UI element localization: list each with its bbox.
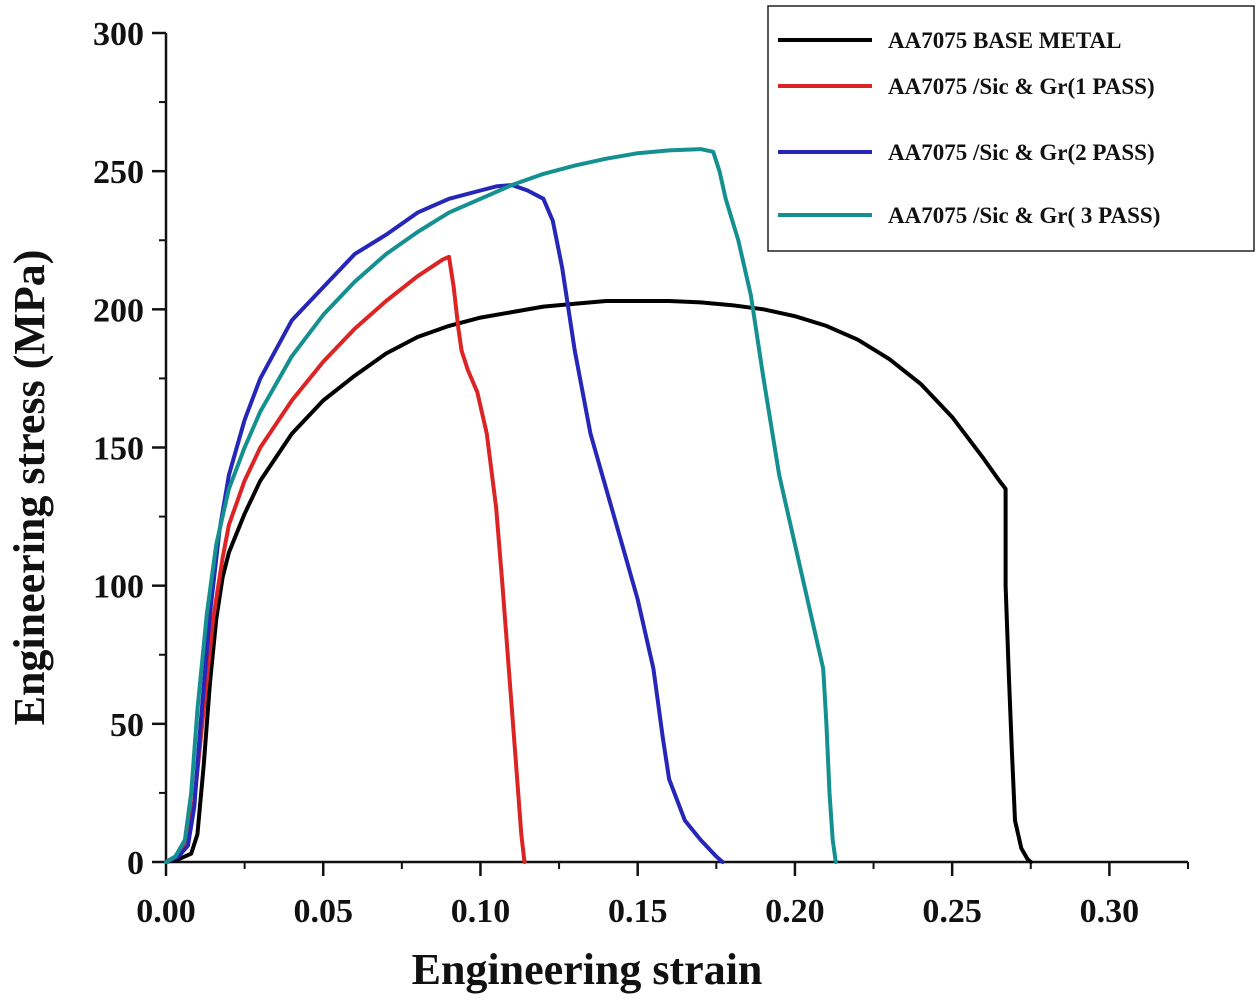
x-tick-label: 0.25 xyxy=(922,893,982,930)
y-tick-label: 150 xyxy=(93,431,144,468)
y-tick-label: 50 xyxy=(110,707,144,744)
x-tick-label: 0.15 xyxy=(608,893,668,930)
y-tick-label: 0 xyxy=(127,845,144,882)
x-tick-label: 0.30 xyxy=(1080,893,1140,930)
x-tick-label: 0.10 xyxy=(451,893,511,930)
x-tick-label: 0.05 xyxy=(293,893,353,930)
y-tick-label: 100 xyxy=(93,569,144,606)
legend-label: AA7075 /Sic & Gr(1 PASS) xyxy=(888,74,1155,99)
y-tick-label: 300 xyxy=(93,16,144,53)
legend: AA7075 BASE METAL AA7075 /Sic & Gr(1 PASS… xyxy=(767,5,1255,252)
legend-label: AA7075 /Sic & Gr( 3 PASS) xyxy=(888,203,1160,228)
legend-box xyxy=(767,5,1255,252)
series-line-1 xyxy=(164,299,1033,864)
x-tick-label: 0.20 xyxy=(765,893,825,930)
y-tick-label: 250 xyxy=(93,154,144,191)
legend-label: AA7075 /Sic & Gr(2 PASS) xyxy=(888,140,1155,165)
series-line-4 xyxy=(164,147,838,864)
axes: 0 50 100 150 200 250 300 0.00 0.05 0.10 0.15 0.20 0.… xyxy=(93,16,1189,930)
legend-label: AA7075 BASE METAL xyxy=(888,28,1121,53)
y-axis-title: Engineering stress (MPa) xyxy=(5,250,54,726)
x-axis-title: Engineering strain xyxy=(412,945,763,994)
y-tick-label: 200 xyxy=(93,292,144,329)
series-line-2 xyxy=(164,254,527,864)
series-group xyxy=(164,147,1033,864)
x-tick-label: 0.00 xyxy=(136,893,196,930)
